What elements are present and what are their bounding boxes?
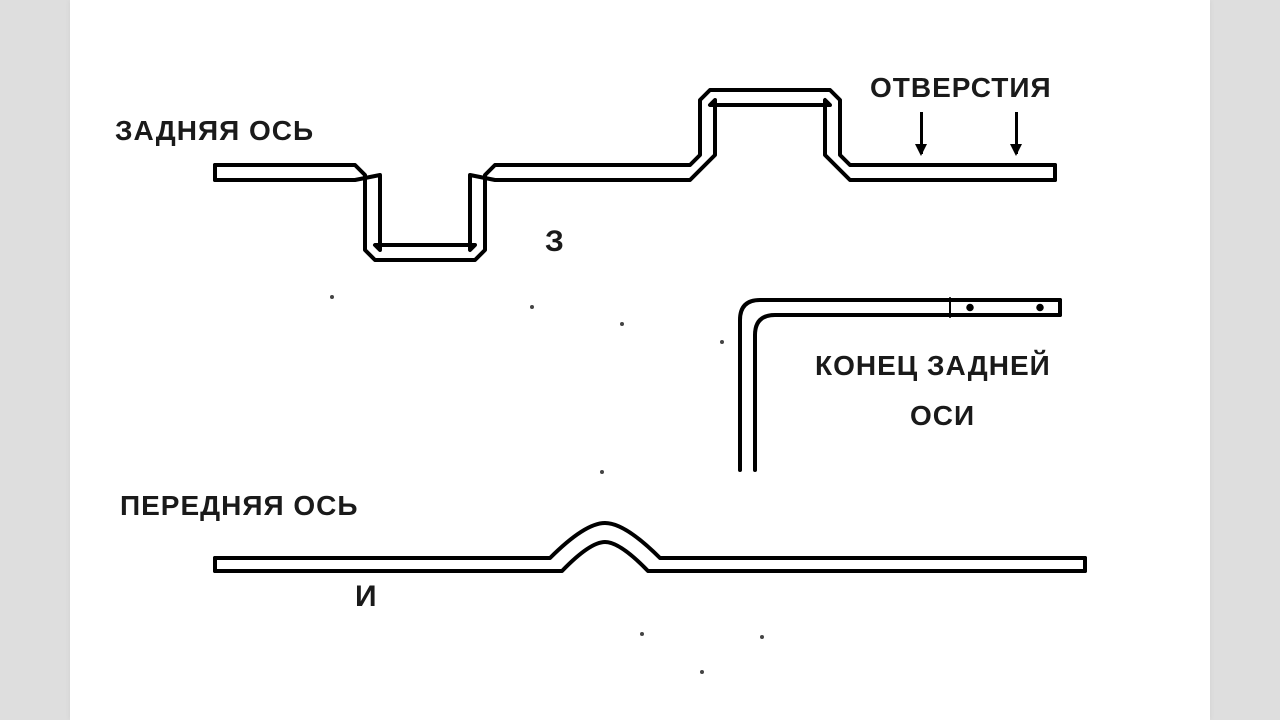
stage: ЗАДНЯЯ ОСЬ ОТВЕРСТИЯ З КОНЕЦ ЗАДНЕЙ ОСИ … xyxy=(0,0,1280,720)
label-holes: ОТВЕРСТИЯ xyxy=(870,72,1052,104)
label-letter-i: И xyxy=(355,580,378,614)
arrow-hole-right-icon xyxy=(1015,112,1018,154)
label-front-axle: ПЕРЕДНЯЯ ОСЬ xyxy=(120,490,358,522)
label-rear-end-2: ОСИ xyxy=(910,400,975,432)
label-letter-z: З xyxy=(545,225,565,259)
label-rear-end-1: КОНЕЦ ЗАДНЕЙ xyxy=(815,350,1051,382)
label-rear-axle: ЗАДНЯЯ ОСЬ xyxy=(115,115,314,147)
arrow-hole-left-icon xyxy=(920,112,923,154)
paper-sheet: ЗАДНЯЯ ОСЬ ОТВЕРСТИЯ З КОНЕЦ ЗАДНЕЙ ОСИ … xyxy=(70,0,1210,720)
